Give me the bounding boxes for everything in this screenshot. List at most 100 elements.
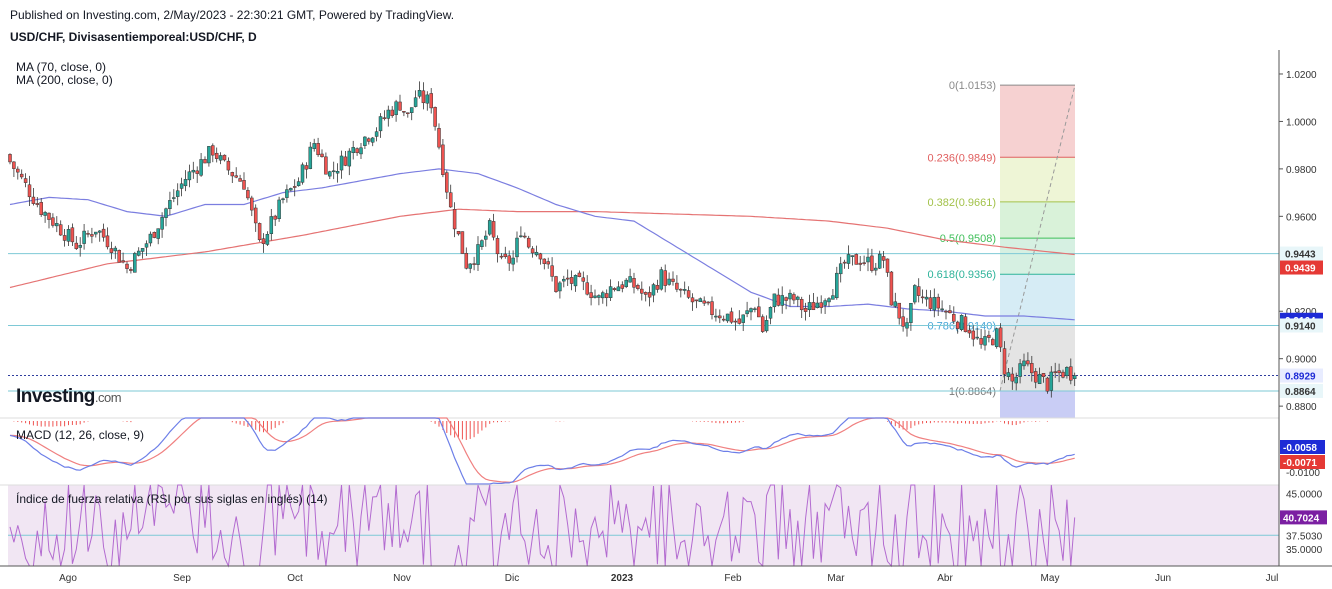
candle-body [320,153,324,158]
candle-body [823,300,827,306]
candle-body [901,316,905,327]
candle-body [296,181,301,187]
candle-body [959,315,964,330]
candle-body [226,160,231,171]
candle-body [476,244,480,265]
candle-body [764,320,769,332]
logo-brand: Investing [16,386,95,407]
candle-body [1069,366,1073,381]
ma200-line [9,208,1075,289]
candle-body [733,320,738,323]
candle-body [484,235,488,240]
candle-body [534,251,539,256]
candle-body [86,233,90,235]
candle-body [1030,363,1034,374]
candle-body [881,256,886,261]
fib-level-label: 0.618(0.9356) [928,269,997,281]
candle-body [55,223,59,227]
candle-body [437,128,441,148]
candle-body [655,285,660,290]
candle-body [101,228,106,238]
candle-body [792,294,796,301]
candle-body [445,172,449,193]
candle-body [714,315,718,318]
candle-body [515,237,519,258]
candle-body [402,111,406,113]
candle-body [924,296,929,300]
candle-body [569,277,574,284]
candle-body [729,311,734,323]
rsi-pane [0,484,1279,568]
rsi-line [9,484,1076,568]
candle-body [1026,360,1030,365]
fib-level-label: 0.236(0.9849) [928,152,997,164]
candle-body [277,199,281,219]
candle-body [433,107,437,127]
rsi-tick-label: 37.5030 [1286,531,1323,542]
candle-body [909,302,913,323]
candle-body [842,261,847,264]
macd-label: MACD (12, 26, close, 9) [16,428,145,442]
candle-body [74,242,79,249]
candle-body [1018,363,1022,377]
candle-body [113,247,118,252]
candle-body [991,339,995,346]
fib-zone [1000,85,1075,158]
candle-body [562,278,566,282]
candle-body [218,155,223,161]
candle-body [944,310,948,313]
candle-body [363,136,367,146]
candle-body [386,109,391,119]
candle-body [308,146,313,169]
candle-body [168,200,172,210]
axes: 1.0200 1.0000 0.9800 0.9600 0.9200 0.9000 0.88… [0,50,1332,584]
candle-body [788,292,792,300]
candle-body [367,138,371,142]
candle-body [604,293,609,299]
candle-body [772,293,777,308]
candle-body [741,314,745,323]
candle-body [994,328,999,347]
candle-body [253,207,258,224]
macd-badge: -0.0071 [1283,458,1317,469]
candle-body [1057,370,1061,374]
candle-body [495,238,500,255]
macd-badge-bg [1280,455,1325,469]
candle-body [671,278,675,282]
candle-body [179,183,184,189]
candle-body [78,245,82,248]
candle-body [679,288,683,291]
candle-body [164,208,168,218]
candle-body [948,310,952,314]
time-tick-label: Nov [393,573,411,584]
candle-body [749,308,753,313]
candle-body [90,234,94,237]
candle-body [109,248,114,253]
candle-body [940,308,944,311]
fib-zone [1000,201,1075,239]
candle-body [628,276,632,283]
candle-body [335,170,340,174]
candle-body [1014,376,1018,384]
candle-body [472,263,476,265]
macd-signal-line [9,417,1075,483]
candle-body [35,203,40,205]
time-tick-label: Feb [724,573,742,584]
candle-body [1006,372,1011,377]
candle-body [51,217,55,226]
candle-body [339,155,344,171]
candle-body [675,282,679,290]
candle-body [850,255,855,257]
candle-body [374,131,379,137]
candle-body [698,298,703,303]
price-tick-label: 0.8800 [1286,402,1317,413]
candle-body [831,295,835,300]
candle-body [905,322,909,329]
candle-body [58,224,63,236]
candle-body [585,282,589,295]
candle-body [136,250,141,256]
candle-body [710,301,714,315]
rsi-label: Índice de fuerza relativa (RSI por sus s… [16,492,328,506]
published-note: Published on Investing.com, 2/May/2023 -… [10,8,455,22]
candle-body [230,172,235,177]
